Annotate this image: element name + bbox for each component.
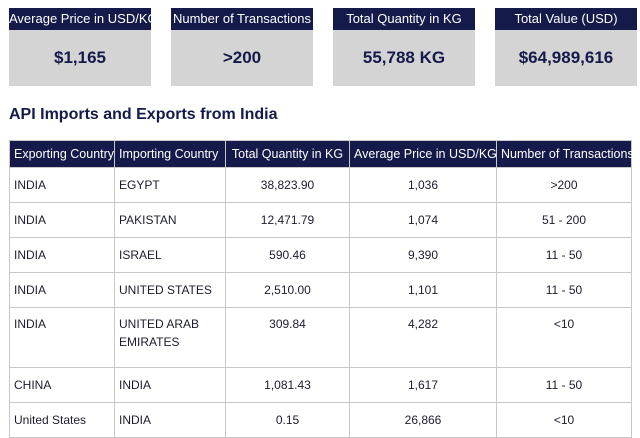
kpi-label: Number of Transactions — [171, 8, 313, 30]
price-cell: 1,617 — [349, 367, 497, 403]
transactions-cell: <10 — [496, 402, 632, 438]
importing-country-cell: ISRAEL — [114, 237, 226, 273]
importing-country-cell: INDIA — [114, 367, 226, 403]
quantity-cell: 0.15 — [225, 402, 350, 438]
table-row: INDIA EGYPT 38,823.90 1,036 >200 — [9, 167, 632, 203]
exporting-country-cell: CHINA — [9, 367, 115, 403]
exporting-country-cell: United States — [9, 402, 115, 438]
column-header-transactions: Number of Transactions — [496, 140, 634, 168]
kpi-label: Total Value (USD) — [495, 8, 637, 30]
transactions-cell: 11 - 50 — [496, 367, 632, 403]
kpi-card-total-quantity: Total Quantity in KG 55,788 KG — [333, 8, 475, 86]
table-row: INDIA UNITED STATES 2,510.00 1,101 11 - … — [9, 272, 632, 308]
table-row: INDIA PAKISTAN 12,471.79 1,074 51 - 200 — [9, 202, 632, 238]
transactions-cell: <10 — [496, 307, 632, 368]
transactions-cell: 11 - 50 — [496, 272, 632, 308]
kpi-value: 55,788 KG — [333, 30, 475, 86]
table-row: INDIA UNITED ARAB EMIRATES 309.84 4,282 … — [9, 307, 632, 368]
price-cell: 1,036 — [349, 167, 497, 203]
price-cell: 9,390 — [349, 237, 497, 273]
trade-table: Exporting Country Importing Country Tota… — [9, 140, 634, 438]
table-row: INDIA ISRAEL 590.46 9,390 11 - 50 — [9, 237, 632, 273]
column-header-importing-country: Importing Country — [114, 140, 226, 168]
price-cell: 4,282 — [349, 307, 497, 368]
importing-country-cell: PAKISTAN — [114, 202, 226, 238]
importing-country-cell: UNITED ARAB EMIRATES — [114, 307, 226, 368]
quantity-cell: 2,510.00 — [225, 272, 350, 308]
importing-country-cell: INDIA — [114, 402, 226, 438]
quantity-cell: 309.84 — [225, 307, 350, 368]
exporting-country-cell: INDIA — [9, 272, 115, 308]
table-row: CHINA INDIA 1,081.43 1,617 11 - 50 — [9, 367, 632, 403]
kpi-label: Average Price in USD/KG — [9, 8, 158, 30]
importing-country-cell: UNITED STATES — [114, 272, 226, 308]
transactions-cell: 51 - 200 — [496, 202, 632, 238]
transactions-cell: >200 — [496, 167, 632, 203]
column-header-exporting-country: Exporting Country — [9, 140, 115, 168]
kpi-card-average-price: Average Price in USD/KG $1,165 — [9, 8, 158, 86]
exporting-country-cell: INDIA — [9, 307, 115, 368]
price-cell: 1,101 — [349, 272, 497, 308]
kpi-value: $64,989,616 — [495, 30, 637, 86]
exporting-country-cell: INDIA — [9, 167, 115, 203]
quantity-cell: 38,823.90 — [225, 167, 350, 203]
table-header-row: Exporting Country Importing Country Tota… — [9, 140, 634, 168]
quantity-cell: 12,471.79 — [225, 202, 350, 238]
importing-country-cell: EGYPT — [114, 167, 226, 203]
exporting-country-cell: INDIA — [9, 237, 115, 273]
section-title: API Imports and Exports from India — [9, 106, 278, 123]
kpi-value: $1,165 — [9, 30, 151, 86]
quantity-cell: 590.46 — [225, 237, 350, 273]
price-cell: 26,866 — [349, 402, 497, 438]
exporting-country-cell: INDIA — [9, 202, 115, 238]
price-cell: 1,074 — [349, 202, 497, 238]
table-row: United States INDIA 0.15 26,866 <10 — [9, 402, 632, 438]
kpi-label: Total Quantity in KG — [333, 8, 475, 30]
column-header-total-quantity: Total Quantity in KG — [225, 140, 350, 168]
transactions-cell: 11 - 50 — [496, 237, 632, 273]
kpi-card-transactions: Number of Transactions >200 — [171, 8, 313, 86]
quantity-cell: 1,081.43 — [225, 367, 350, 403]
kpi-value: >200 — [171, 30, 313, 86]
kpi-cards: Average Price in USD/KG $1,165 Number of… — [9, 8, 637, 86]
column-header-average-price: Average Price in USD/KG — [349, 140, 497, 168]
kpi-card-total-value: Total Value (USD) $64,989,616 — [495, 8, 637, 86]
